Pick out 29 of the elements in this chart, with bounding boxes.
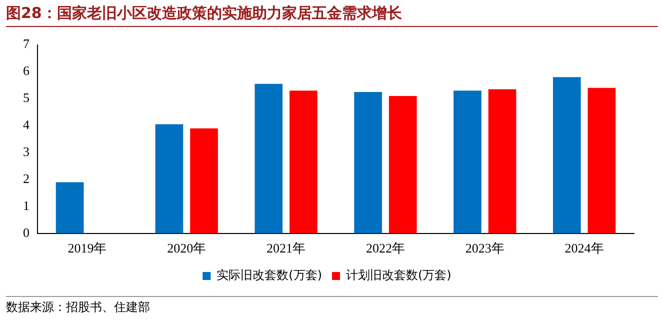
bar: [454, 90, 482, 234]
legend-label: 实际旧改套数(万套): [216, 268, 322, 282]
legend-label: 计划旧改套数(万套): [346, 268, 452, 282]
chart-title: 图28：国家老旧小区改造政策的实施助力家居五金需求增长: [6, 4, 658, 27]
bar: [354, 92, 382, 234]
y-tick-label: 6: [23, 63, 30, 78]
x-tick-label: 2022年: [366, 240, 405, 256]
bar: [56, 182, 84, 234]
source-note: 数据来源：招股书、住建部: [6, 296, 658, 316]
y-tick-label: 1: [23, 198, 30, 213]
x-tick-label: 2024年: [564, 240, 604, 256]
x-tick-label: 2023年: [465, 240, 504, 256]
y-tick-label: 2: [23, 170, 30, 186]
bar: [388, 96, 417, 234]
bar: [488, 89, 516, 234]
y-tick-label: 3: [23, 144, 30, 159]
bar: [552, 77, 581, 234]
bar: [588, 88, 616, 234]
y-tick-label: 7: [23, 36, 30, 52]
y-tick-label: 4: [23, 117, 30, 132]
bar: [190, 128, 218, 234]
x-tick-label: 2021年: [266, 240, 306, 256]
y-tick-label: 0: [23, 224, 30, 240]
x-tick-label: 2020年: [167, 240, 206, 256]
bar: [155, 124, 184, 234]
bar: [290, 90, 318, 234]
bar: [254, 84, 283, 234]
x-tick-label: 2019年: [68, 240, 107, 256]
y-tick-label: 5: [23, 90, 30, 106]
